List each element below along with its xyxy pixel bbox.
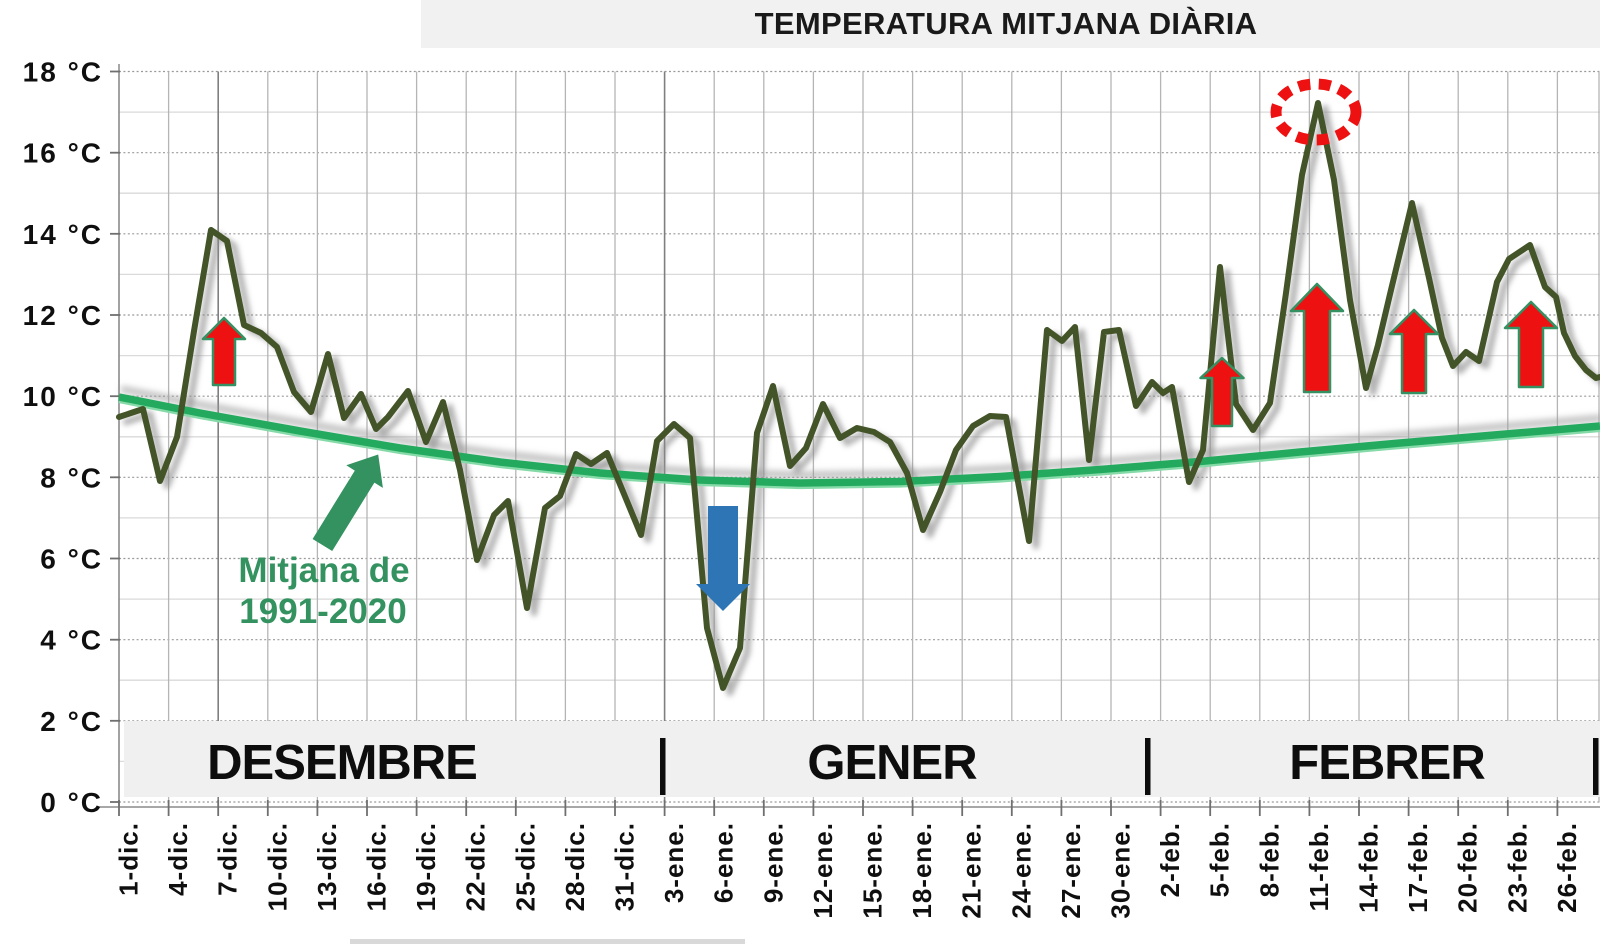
svg-text:0 °C: 0 °C (40, 787, 103, 818)
svg-text:8-feb.: 8-feb. (1254, 822, 1284, 897)
svg-text:5-feb.: 5-feb. (1205, 822, 1235, 897)
svg-text:2-feb.: 2-feb. (1155, 822, 1185, 897)
svg-text:2 °C: 2 °C (40, 706, 103, 737)
svg-text:14-feb.: 14-feb. (1354, 822, 1384, 913)
svg-text:20-feb.: 20-feb. (1453, 822, 1483, 913)
svg-text:8 °C: 8 °C (40, 462, 103, 493)
svg-text:3-ene.: 3-ene. (659, 822, 689, 903)
svg-text:16 °C: 16 °C (23, 138, 103, 169)
svg-text:Mitjana de: Mitjana de (238, 551, 409, 590)
svg-text:24-ene.: 24-ene. (1006, 822, 1036, 919)
svg-text:FEBRER: FEBRER (1289, 736, 1485, 790)
svg-text:30-ene.: 30-ene. (1106, 822, 1136, 919)
svg-text:12-ene.: 12-ene. (808, 822, 838, 919)
svg-text:26-feb.: 26-feb. (1552, 822, 1582, 913)
svg-text:12 °C: 12 °C (23, 300, 103, 331)
svg-text:18-ene.: 18-ene. (907, 822, 937, 919)
svg-text:9-ene.: 9-ene. (758, 822, 788, 903)
svg-text:1991-2020: 1991-2020 (239, 592, 406, 631)
svg-text:21-ene.: 21-ene. (957, 822, 987, 919)
svg-text:22-dic.: 22-dic. (461, 822, 491, 911)
svg-text:6 °C: 6 °C (40, 544, 103, 575)
svg-text:16-dic.: 16-dic. (362, 822, 392, 911)
svg-text:28-dic.: 28-dic. (560, 822, 590, 911)
svg-text:TEMPERATURA MITJANA DIÀRIA: TEMPERATURA MITJANA DIÀRIA (755, 6, 1258, 41)
svg-text:1-dic.: 1-dic. (114, 822, 144, 896)
svg-text:17-feb.: 17-feb. (1403, 822, 1433, 913)
svg-text:4 °C: 4 °C (40, 625, 103, 656)
svg-text:27-ene.: 27-ene. (1056, 822, 1086, 919)
svg-text:18 °C: 18 °C (23, 57, 103, 88)
svg-text:10 °C: 10 °C (23, 381, 103, 412)
svg-text:31-dic.: 31-dic. (610, 822, 640, 911)
svg-text:23-feb.: 23-feb. (1502, 822, 1532, 913)
svg-text:19-dic.: 19-dic. (411, 822, 441, 911)
svg-text:11-feb.: 11-feb. (1304, 822, 1334, 911)
svg-text:13-dic.: 13-dic. (312, 822, 342, 911)
svg-text:4-dic.: 4-dic. (163, 822, 193, 896)
svg-text:6-ene.: 6-ene. (709, 822, 739, 903)
svg-text:10-dic.: 10-dic. (262, 822, 292, 911)
svg-text:14 °C: 14 °C (23, 219, 103, 250)
svg-text:15-ene.: 15-ene. (858, 822, 888, 919)
svg-text:7-dic.: 7-dic. (213, 822, 243, 896)
svg-text:GENER: GENER (807, 736, 977, 790)
svg-text:25-dic.: 25-dic. (510, 822, 540, 911)
svg-text:DESEMBRE: DESEMBRE (207, 736, 477, 790)
